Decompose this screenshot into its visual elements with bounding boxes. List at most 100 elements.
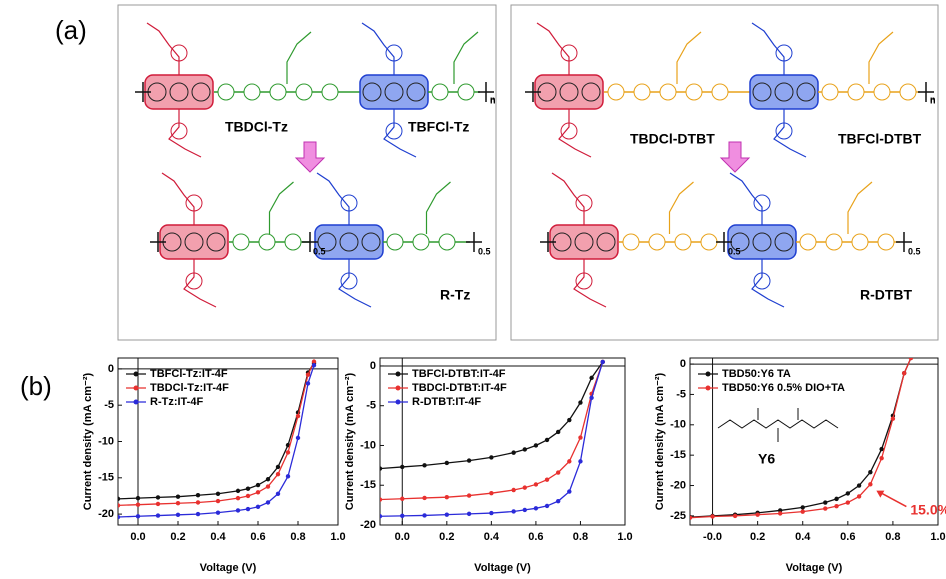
x-axis-label: Voltage (V) (786, 562, 843, 574)
ring (675, 234, 691, 250)
legend-label: TBDCl-DTBT:IT-4F (412, 382, 507, 394)
polymer-name: TBFCl-DTBT (838, 131, 922, 147)
point (909, 356, 913, 360)
point (879, 456, 883, 460)
point (156, 513, 160, 517)
point (378, 466, 382, 470)
y-tick-label: 0 (680, 358, 686, 370)
point (422, 513, 426, 517)
point (545, 438, 549, 442)
polymer-name: TBFCl-Tz (408, 119, 469, 135)
x-axis-label: Voltage (V) (474, 562, 531, 574)
point (136, 496, 140, 500)
core-box (160, 225, 228, 259)
y-tick-label: -20 (360, 519, 376, 531)
point (857, 483, 861, 487)
subscript: n (490, 95, 496, 105)
point (846, 491, 850, 495)
point (306, 381, 310, 385)
x-tick-label: 0.6 (528, 531, 543, 543)
point (868, 482, 872, 486)
point (246, 507, 250, 511)
core-box (550, 225, 618, 259)
point (445, 495, 449, 499)
ring (218, 84, 234, 100)
point (567, 489, 571, 493)
ring (822, 84, 838, 100)
legend-marker (396, 400, 401, 405)
point (312, 363, 316, 367)
y-tick-label: -5 (366, 400, 376, 412)
point (523, 485, 527, 489)
point (276, 472, 280, 476)
point (801, 505, 805, 509)
x-tick-label: 0.8 (885, 531, 900, 543)
subscript: 0.5 (478, 246, 491, 256)
point (216, 499, 220, 503)
ring (259, 234, 275, 250)
point (846, 500, 850, 504)
legend-marker (134, 372, 139, 377)
point (891, 417, 895, 421)
point (236, 496, 240, 500)
core-box (750, 75, 818, 109)
point (276, 465, 280, 469)
point (422, 463, 426, 467)
ring (608, 84, 624, 100)
y-tick-label: -10 (360, 439, 376, 451)
inset-structure (758, 408, 798, 442)
figure: (a) (b) TBDCl-TzTBFCl-TzR-TzTBDCl-DTBTTB… (0, 0, 946, 579)
point (266, 484, 270, 488)
core-box (535, 75, 603, 109)
point (545, 504, 549, 508)
point (246, 486, 250, 490)
point (256, 490, 260, 494)
point (236, 508, 240, 512)
core-box (360, 75, 428, 109)
polymer-name: TBDCl-DTBT (630, 131, 715, 147)
y-tick-label: -15 (98, 472, 114, 484)
point (511, 488, 515, 492)
point (489, 455, 493, 459)
y-tick-label: -20 (98, 508, 114, 520)
point (534, 506, 538, 510)
ring (900, 84, 916, 100)
point (136, 502, 140, 506)
point (823, 500, 827, 504)
x-tick-label: 0.2 (750, 531, 765, 543)
ring (634, 84, 650, 100)
x-tick-label: 0.2 (170, 531, 185, 543)
point (276, 492, 280, 496)
ring (649, 234, 665, 250)
ring (712, 84, 728, 100)
point (578, 459, 582, 463)
point (216, 492, 220, 496)
point (400, 514, 404, 518)
x-tick-label: 1.0 (930, 531, 945, 543)
y-tick-label: 0 (370, 360, 376, 372)
point (589, 376, 593, 380)
y-tick-label: 0 (108, 363, 114, 375)
point (710, 514, 714, 518)
legend-label: R-Tz:IT-4F (150, 396, 203, 408)
point (556, 470, 560, 474)
ring (660, 84, 676, 100)
point (196, 493, 200, 497)
legend-label: TBFCl-Tz:IT-4F (150, 368, 228, 380)
x-tick-label: 0.4 (484, 531, 500, 543)
point (286, 474, 290, 478)
point (601, 360, 605, 364)
ring (439, 234, 455, 250)
point (296, 414, 300, 418)
point (556, 430, 560, 434)
panel-label: (b) (20, 371, 52, 401)
ring (852, 234, 868, 250)
polymer-name: R-DTBT (860, 287, 913, 303)
point (116, 503, 120, 507)
point (534, 443, 538, 447)
y-tick-label: -15 (360, 479, 376, 491)
point (545, 477, 549, 481)
point (902, 371, 906, 375)
subscript: 0.5 (728, 246, 741, 256)
y-axis-label: Current density (mA cm⁻²) (82, 372, 94, 510)
